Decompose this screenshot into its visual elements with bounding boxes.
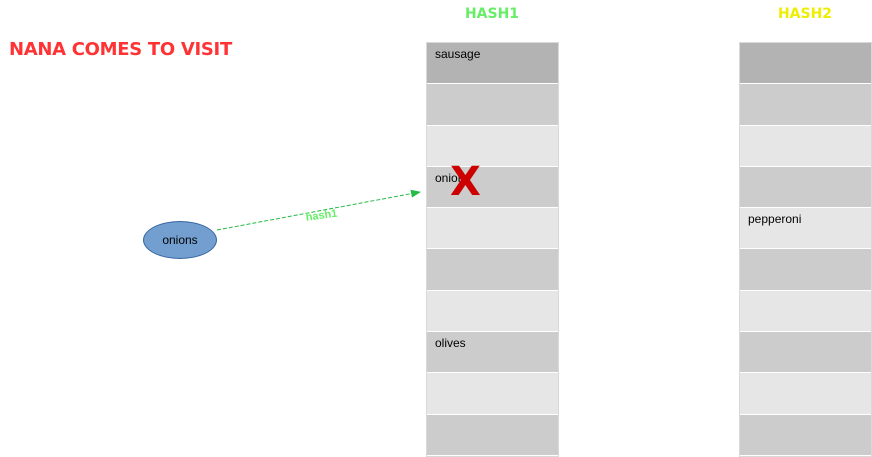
hash1-slot: olives bbox=[427, 332, 558, 374]
node-label: onions bbox=[162, 233, 198, 247]
hash2-slot bbox=[740, 125, 871, 167]
delete-x-mark: X bbox=[450, 159, 481, 205]
diagram-title: NANA COMES TO VISIT bbox=[9, 39, 232, 60]
hash1-table: sausage onions olives bbox=[426, 42, 559, 457]
hash1-slot bbox=[427, 208, 558, 250]
hash2-slot bbox=[740, 332, 871, 374]
hash1-slot bbox=[427, 290, 558, 333]
hash2-slot bbox=[740, 373, 871, 415]
hash1-slot: onions bbox=[427, 166, 558, 209]
hash2-slot bbox=[740, 166, 871, 209]
hash1-slot bbox=[427, 125, 558, 167]
hash1-header: HASH1 bbox=[464, 6, 520, 22]
hash2-slot bbox=[740, 290, 871, 333]
hash2-slot bbox=[740, 84, 871, 126]
hash1-slot bbox=[427, 373, 558, 415]
hash2-slot: pepperoni bbox=[740, 208, 871, 250]
hash1-slot bbox=[427, 84, 558, 126]
hash1-slot: sausage bbox=[427, 43, 558, 85]
hash1-slot bbox=[427, 249, 558, 291]
hash2-slot bbox=[740, 249, 871, 291]
hash2-slot bbox=[740, 414, 871, 456]
hash2-header: HASH2 bbox=[777, 6, 833, 22]
hash1-arrow bbox=[216, 189, 421, 231]
hash2-table: pepperoni bbox=[739, 42, 872, 457]
hash2-slot bbox=[740, 43, 871, 85]
onions-node: onions bbox=[143, 221, 217, 259]
